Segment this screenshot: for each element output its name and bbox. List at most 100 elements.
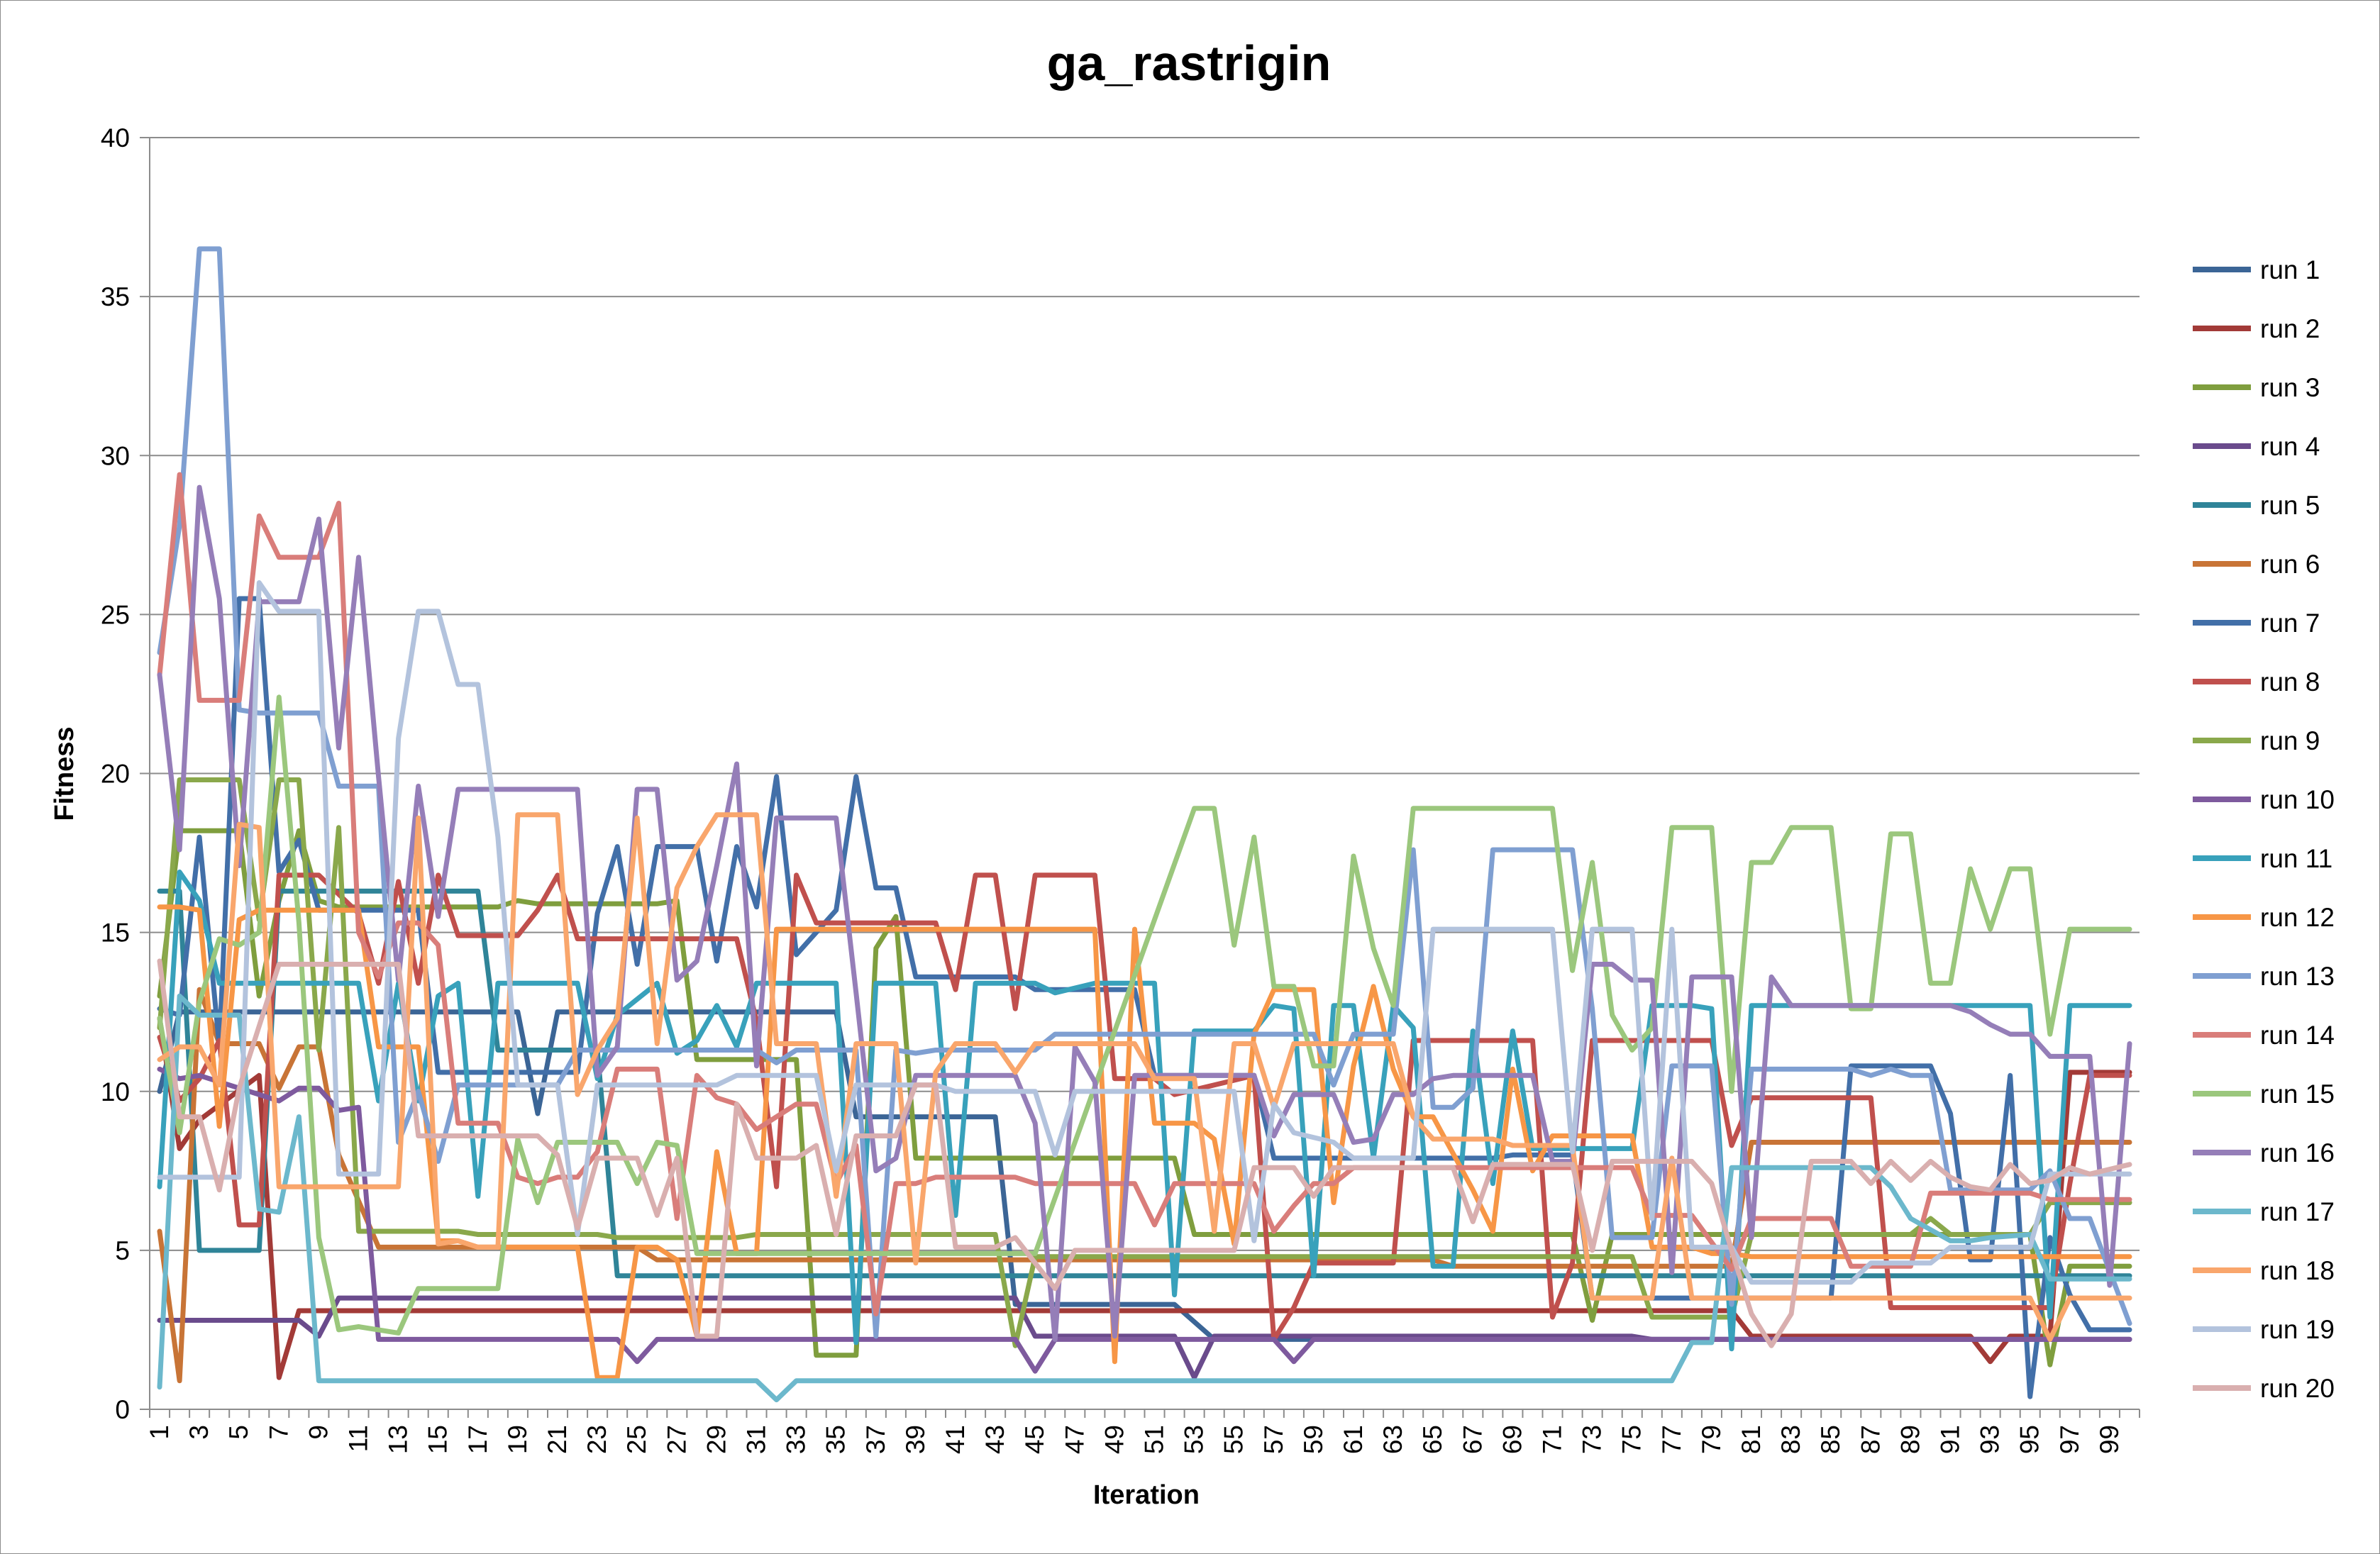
series-line-run-9 (157, 777, 2132, 1348)
x-tick-label-36: 73 (1578, 1425, 1607, 1454)
x-tick-label-6: 13 (384, 1425, 413, 1454)
legend-label-run-16: run 16 (2260, 1138, 2335, 1167)
legend-label-run-18: run 18 (2260, 1256, 2335, 1285)
x-tick-label-3: 7 (264, 1425, 293, 1440)
series-line-run-15 (157, 694, 2132, 1336)
series-line-run-18 (157, 812, 2132, 1342)
x-tick-label-12: 25 (622, 1425, 651, 1454)
series-line-run-8 (157, 872, 2132, 1342)
x-tick-label-38: 77 (1657, 1425, 1686, 1454)
y-tick-label-3: 15 (101, 918, 130, 948)
x-tick-label-37: 75 (1617, 1425, 1646, 1454)
y-tick-label-6: 30 (101, 441, 130, 470)
x-tick-label-0: 1 (145, 1425, 174, 1440)
series-line-run-10 (157, 1066, 2132, 1374)
x-tick-label-48: 97 (2055, 1425, 2084, 1454)
x-tick-label-19: 39 (901, 1425, 930, 1454)
y-tick-label-0: 0 (115, 1395, 130, 1424)
legend: run 1 run 2 run 3 run 4 run 5 run 6 run 7 run 8… (2193, 255, 2335, 1403)
y-tick-label-5: 25 (101, 600, 130, 629)
x-tick-label-23: 47 (1060, 1425, 1089, 1454)
legend-label-run-10: run 10 (2260, 785, 2335, 814)
x-tick-label-47: 95 (2015, 1425, 2044, 1454)
y-axis-ticks: 0 5 10 15 20 25 30 35 40 (101, 123, 150, 1424)
x-tick-label-1: 3 (184, 1425, 214, 1440)
x-tick-label-18: 37 (861, 1425, 890, 1454)
x-tick-label-43: 87 (1856, 1425, 1885, 1454)
x-tick-label-9: 19 (503, 1425, 532, 1454)
x-tick-label-30: 61 (1339, 1425, 1368, 1454)
y-tick-label-4: 20 (101, 760, 130, 789)
x-tick-label-28: 57 (1259, 1425, 1288, 1454)
x-tick-label-15: 31 (742, 1425, 771, 1454)
x-tick-label-32: 65 (1418, 1425, 1447, 1454)
x-tick-label-16: 33 (782, 1425, 811, 1454)
legend-label-run-12: run 12 (2260, 903, 2335, 932)
x-tick-label-46: 93 (1976, 1425, 2005, 1454)
series-line-run-17 (157, 993, 2132, 1403)
x-tick-label-33: 67 (1458, 1425, 1487, 1454)
legend-label-run-7: run 7 (2260, 609, 2320, 638)
x-tick-label-49: 99 (2095, 1425, 2124, 1454)
series-line-run-4 (157, 1295, 2132, 1380)
x-tick-label-10: 21 (543, 1425, 572, 1454)
x-tick-label-42: 85 (1816, 1425, 1845, 1454)
series-line-run-14 (157, 472, 2132, 1316)
x-tick-label-20: 41 (941, 1425, 970, 1454)
axes (149, 138, 2140, 1410)
legend-label-run-2: run 2 (2260, 314, 2320, 343)
chart-title: ga_rastrigin (1047, 35, 1332, 91)
x-tick-label-8: 17 (463, 1425, 492, 1454)
legend-label-run-14: run 14 (2260, 1021, 2335, 1050)
x-tick-label-14: 29 (702, 1425, 731, 1454)
series-line-run-13 (157, 246, 2132, 1339)
legend-label-run-11: run 11 (2260, 844, 2332, 873)
legend-label-run-9: run 9 (2260, 726, 2320, 755)
x-tick-label-29: 59 (1299, 1425, 1328, 1454)
legend-label-run-3: run 3 (2260, 373, 2320, 402)
series-line-run-16 (157, 484, 2132, 1342)
x-tick-label-13: 27 (662, 1425, 691, 1454)
x-tick-label-27: 55 (1219, 1425, 1249, 1454)
series-line-run-20 (157, 958, 2132, 1348)
gridlines (150, 137, 2140, 1251)
legend-label-run-5: run 5 (2260, 491, 2320, 520)
x-tick-label-11: 23 (582, 1425, 611, 1454)
x-tick-label-17: 35 (821, 1425, 851, 1454)
x-tick-label-45: 91 (1936, 1425, 1965, 1454)
y-axis-title: Fitness (50, 726, 79, 821)
series-line-run-11 (157, 870, 2132, 1352)
legend-label-run-6: run 6 (2260, 550, 2320, 579)
x-tick-label-25: 51 (1140, 1425, 1169, 1454)
series-lines (157, 246, 2132, 1403)
x-tick-label-2: 5 (224, 1425, 253, 1440)
x-axis-ticks: 1 3 5 7 9 11 13 15 17 19 21 23 25 27 29 31 33 35 37 39 41 43 4… (145, 1409, 2140, 1454)
y-tick-label-7: 35 (101, 282, 130, 311)
legend-label-run-8: run 8 (2260, 667, 2320, 696)
x-tick-label-24: 49 (1100, 1425, 1129, 1454)
x-tick-label-39: 79 (1697, 1425, 1726, 1454)
x-tick-label-4: 9 (304, 1425, 333, 1440)
x-tick-label-22: 45 (1020, 1425, 1049, 1454)
x-tick-label-5: 11 (344, 1425, 373, 1452)
legend-label-run-19: run 19 (2260, 1315, 2335, 1344)
x-tick-label-7: 15 (424, 1425, 453, 1454)
x-tick-label-44: 89 (1895, 1425, 1925, 1454)
x-tick-label-41: 83 (1776, 1425, 1805, 1454)
x-tick-label-21: 43 (980, 1425, 1009, 1454)
x-tick-label-34: 69 (1498, 1425, 1527, 1454)
legend-label-run-1: run 1 (2260, 255, 2320, 284)
legend-label-run-20: run 20 (2260, 1374, 2335, 1403)
x-tick-label-40: 81 (1737, 1425, 1766, 1454)
legend-label-run-15: run 15 (2260, 1080, 2335, 1109)
x-axis-title: Iteration (1093, 1480, 1200, 1510)
y-tick-label-1: 5 (115, 1236, 130, 1265)
x-tick-label-31: 63 (1378, 1425, 1407, 1454)
x-tick-label-26: 53 (1180, 1425, 1209, 1454)
legend-label-run-4: run 4 (2260, 432, 2320, 461)
x-tick-label-35: 71 (1538, 1425, 1567, 1454)
legend-label-run-13: run 13 (2260, 962, 2335, 991)
series-line-run-12 (157, 904, 2132, 1380)
